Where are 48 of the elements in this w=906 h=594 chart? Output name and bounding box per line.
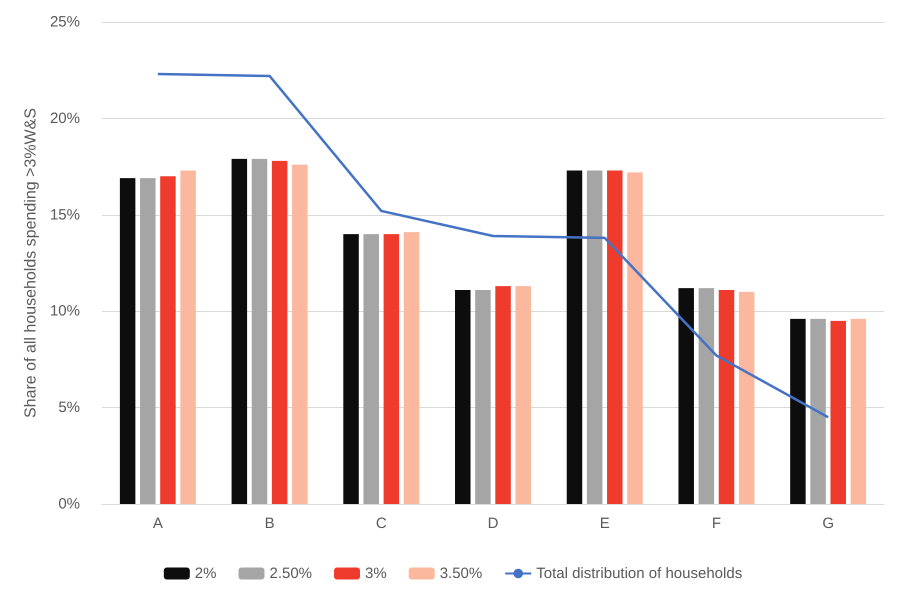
x-tick-label: D [488,515,499,532]
legend-label: Total distribution of households [536,565,742,582]
bar [718,290,734,504]
bar [810,318,826,504]
bar [140,178,156,504]
y-tick-label: 25% [50,14,80,30]
bar [698,288,714,504]
legend-label: 3% [365,565,387,582]
bar [790,318,806,504]
bar [252,158,268,504]
bar [586,170,602,504]
bar [232,158,248,504]
legend-label: 3.50% [440,565,482,582]
bar [292,164,308,504]
bar [607,170,623,504]
bar [515,286,531,504]
bar [404,232,420,504]
y-axis-title: Share of all households spending >3%W&S [22,108,40,418]
y-tick-label: 10% [50,302,80,320]
x-tick-label: B [264,515,275,532]
bar [495,286,511,504]
legend-label: 2.50% [269,565,312,582]
bar [678,288,694,504]
bar [830,320,846,504]
y-tick-label: 20% [50,110,80,127]
x-tick-label: C [376,515,387,532]
bar [738,292,754,504]
x-tick-label: F [712,515,722,532]
y-tick-label: 5% [58,399,80,416]
bar [566,170,582,504]
y-tick-label: 15% [50,206,80,224]
x-tick-label: A [152,515,163,532]
x-tick-label: E [600,515,610,532]
bar [120,178,136,504]
bar [343,234,359,504]
bar [272,160,288,504]
bar [475,290,491,504]
x-tick-label: G [822,515,834,532]
bar [384,234,400,504]
bar [455,290,471,504]
line-series [156,72,830,418]
bar [627,172,643,504]
bar [850,318,866,504]
bar [363,234,379,504]
bar [160,176,176,504]
bar [180,170,196,504]
legend-label: 2% [194,565,216,582]
y-tick-label: 0% [58,496,80,512]
